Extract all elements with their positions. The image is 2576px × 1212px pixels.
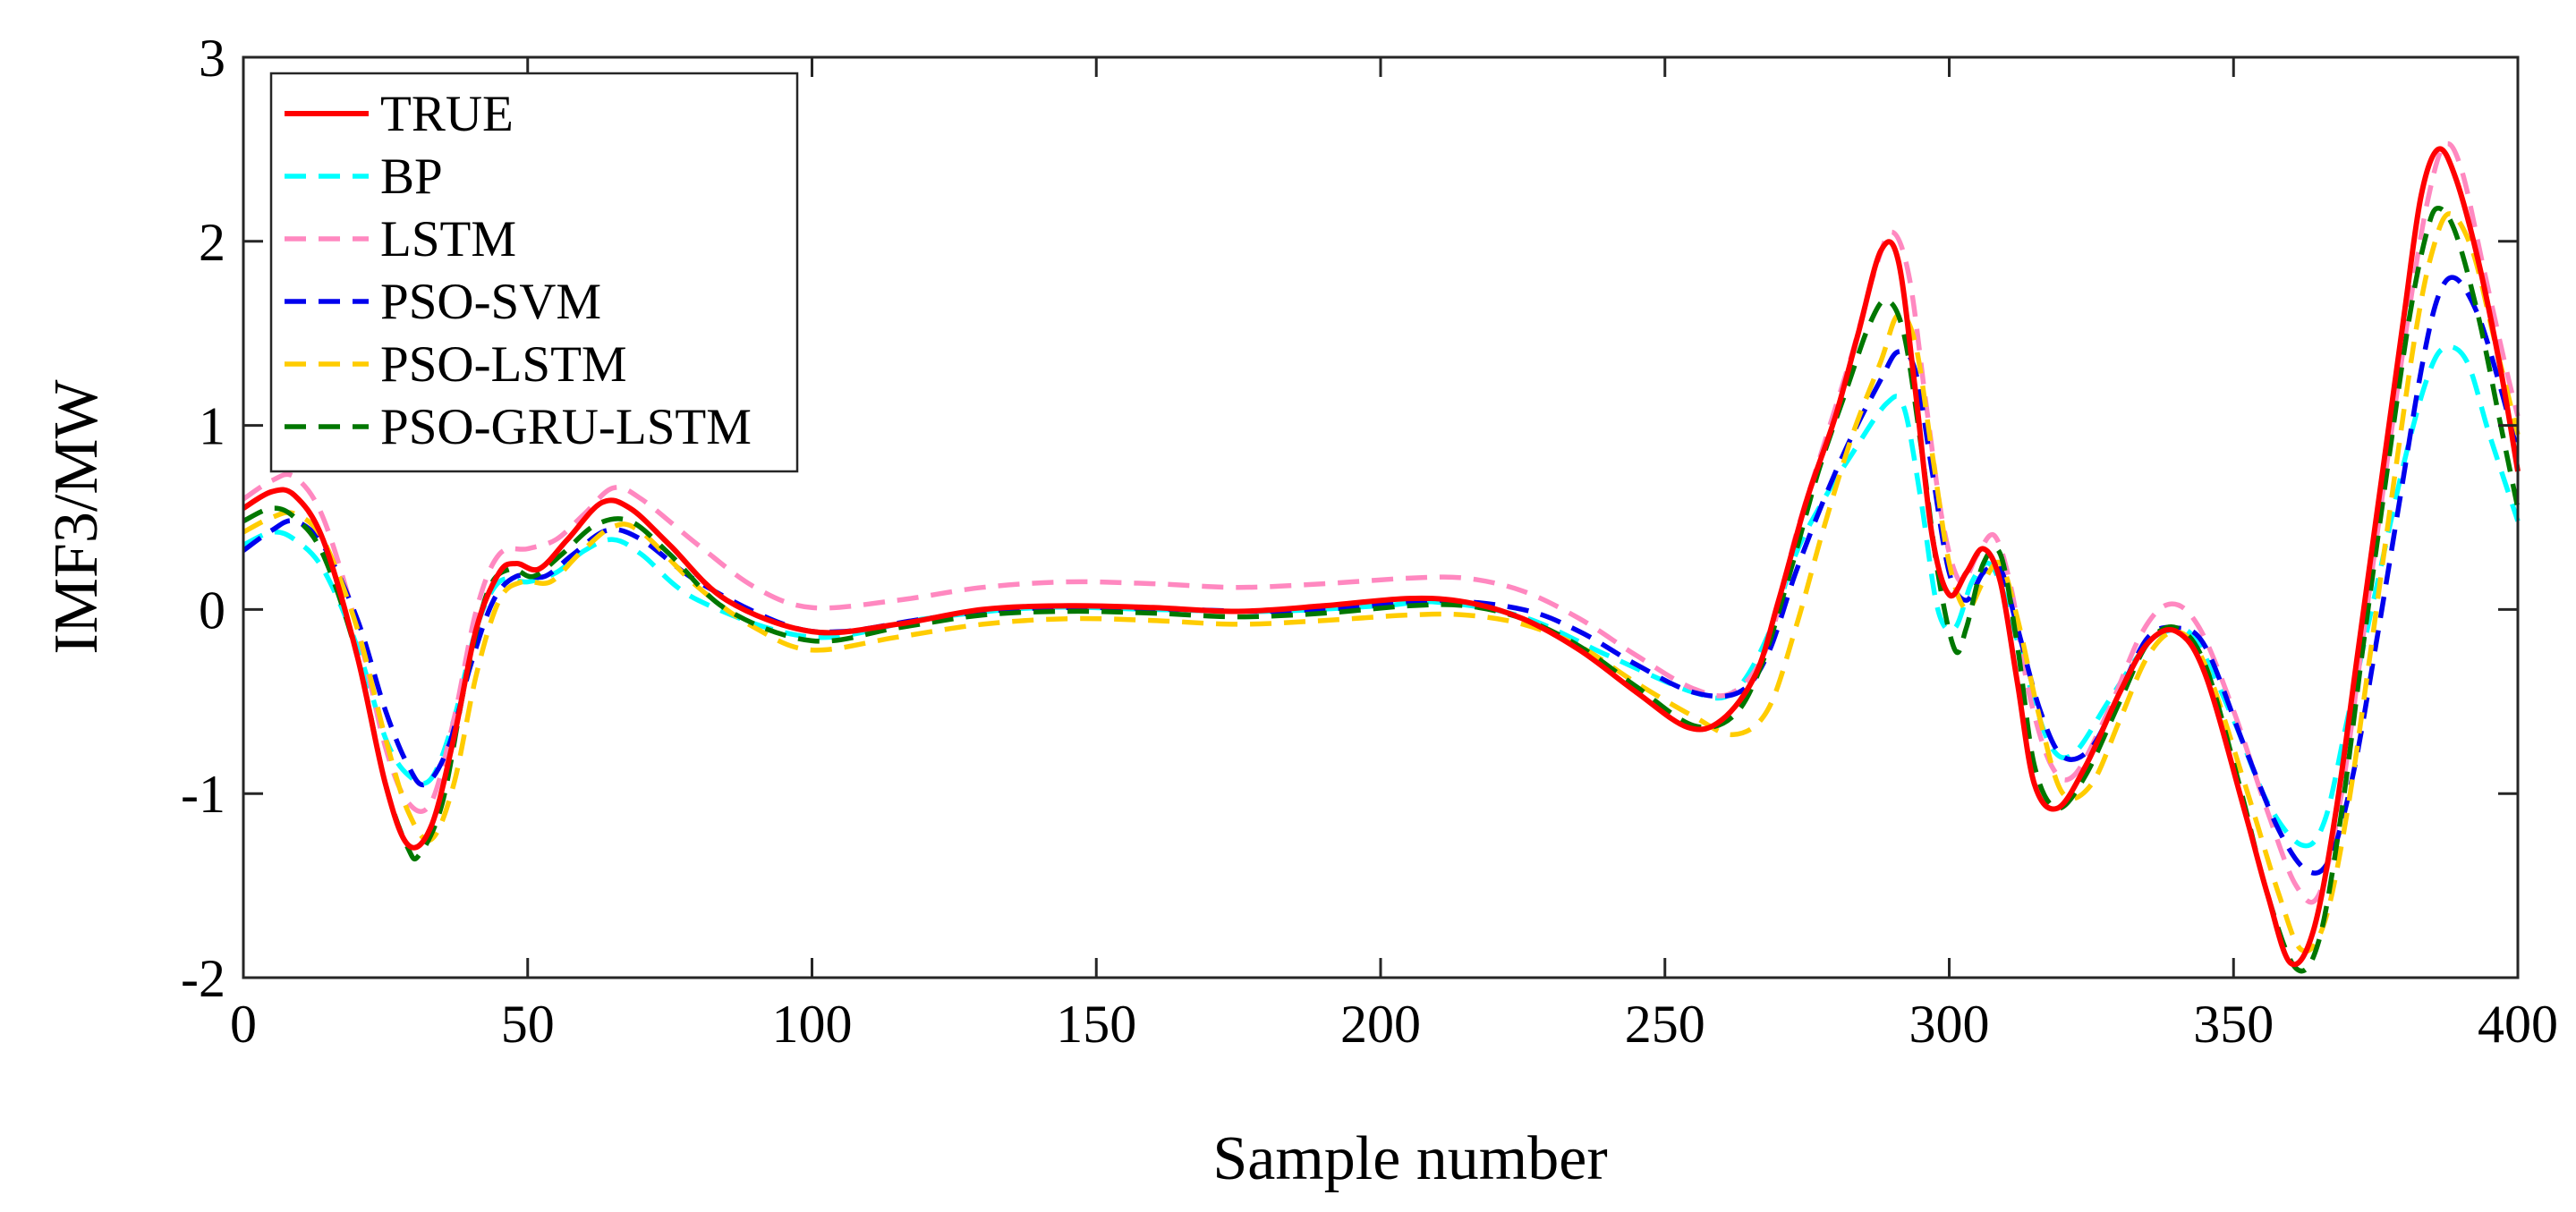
x-tick-label: 300 — [1909, 995, 1990, 1054]
x-tick-label: 250 — [1625, 995, 1705, 1054]
y-axis-title: IMF3/MW — [42, 379, 111, 654]
legend-label-bp: BP — [380, 148, 443, 205]
x-tick-label: 0 — [230, 995, 257, 1054]
legend-label-pso-gru-lstm: PSO-GRU-LSTM — [380, 399, 752, 455]
x-tick-label: 350 — [2193, 995, 2274, 1054]
y-tick-label: -2 — [181, 949, 225, 1008]
series-layer — [242, 140, 2521, 974]
y-tick-label: 3 — [199, 29, 225, 88]
x-tick-label: 50 — [501, 995, 555, 1054]
y-tick-label: 1 — [199, 397, 225, 456]
y-tick-label: 2 — [199, 213, 225, 272]
series-line-pso-lstm — [242, 211, 2521, 954]
x-tick-label: 200 — [1340, 995, 1421, 1054]
legend-label-pso-svm: PSO-SVM — [380, 274, 601, 330]
series-line-true — [242, 146, 2521, 968]
ticks-layer: 0 50 100 150 200 250 300 350 400 -2 -1 0 1 2 3 — [181, 29, 2558, 1054]
legend-label-lstm: LSTM — [380, 211, 516, 267]
x-tick-label: 100 — [772, 995, 853, 1054]
legend: TRUE BP LSTM PSO-SVM PSO-LSTM PSO-GRU-LSTM — [269, 72, 799, 473]
x-tick-label: 150 — [1056, 995, 1136, 1054]
x-tick-label: 400 — [2478, 995, 2558, 1054]
y-tick-label: 0 — [199, 581, 225, 640]
legend-box — [269, 72, 799, 473]
y-tick-label: -1 — [181, 765, 225, 824]
legend-label-true: TRUE — [380, 86, 514, 142]
legend-label-pso-lstm: PSO-LSTM — [380, 336, 627, 393]
x-axis-title: Sample number — [1212, 1124, 1607, 1193]
series-line-pso-svm — [242, 275, 2521, 876]
